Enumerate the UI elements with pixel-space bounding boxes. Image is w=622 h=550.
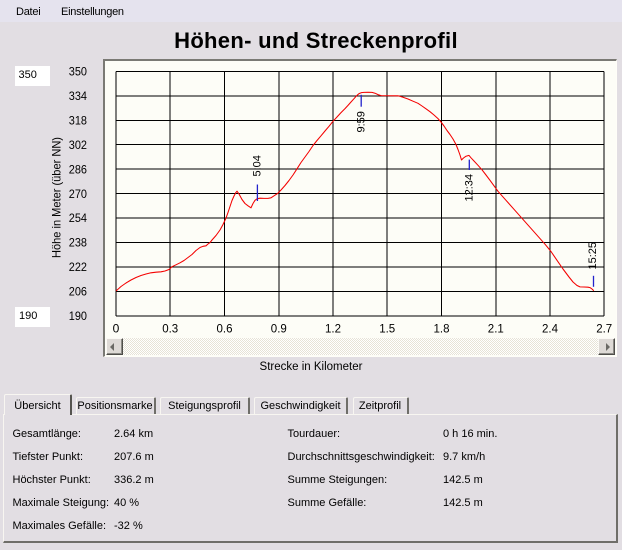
svg-text:318: 318 — [69, 114, 87, 128]
svg-text:0: 0 — [113, 322, 120, 336]
svg-text:222: 222 — [69, 260, 87, 274]
svg-text:0.3: 0.3 — [162, 322, 178, 336]
svg-text:12:34: 12:34 — [464, 174, 476, 202]
svg-text:1.8: 1.8 — [434, 322, 450, 336]
svg-text:302: 302 — [69, 138, 87, 152]
svg-text:5:04: 5:04 — [252, 155, 264, 176]
svg-text:350: 350 — [69, 65, 87, 79]
svg-text:Höhe in Meter (über NN): Höhe in Meter (über NN) — [50, 137, 64, 258]
svg-text:190: 190 — [69, 309, 87, 323]
svg-text:0.9: 0.9 — [271, 322, 287, 336]
svg-text:15:25: 15:25 — [587, 242, 599, 270]
svg-text:254: 254 — [69, 211, 87, 225]
svg-text:206: 206 — [69, 285, 87, 299]
svg-text:0.6: 0.6 — [217, 322, 233, 336]
svg-text:1.5: 1.5 — [379, 322, 395, 336]
svg-text:2.7: 2.7 — [596, 322, 612, 336]
svg-text:334: 334 — [69, 89, 87, 103]
svg-text:1.2: 1.2 — [325, 322, 341, 336]
svg-text:286: 286 — [69, 162, 87, 176]
svg-text:238: 238 — [69, 236, 87, 250]
svg-text:2.4: 2.4 — [542, 322, 558, 336]
svg-text:2.1: 2.1 — [488, 322, 504, 336]
svg-text:9:59: 9:59 — [356, 111, 368, 132]
svg-text:270: 270 — [69, 187, 87, 201]
